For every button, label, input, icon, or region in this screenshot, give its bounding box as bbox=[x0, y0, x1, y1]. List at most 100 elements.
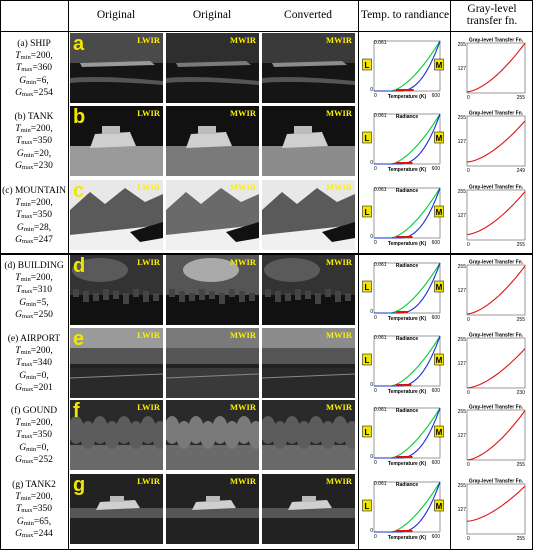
header-original-mwir: Original bbox=[192, 9, 232, 21]
transfer-ymid: 127 bbox=[458, 433, 467, 439]
transfer-curve bbox=[466, 191, 526, 236]
row-gmax: Gmax=247 bbox=[15, 235, 53, 245]
image-original-mwir: MWIR bbox=[166, 255, 259, 325]
mwir-tag: MWIR bbox=[326, 476, 352, 486]
transfer-fn-plot: Gray-level Transfer Fn. 255 127 0 255 bbox=[455, 182, 529, 248]
header-original-lwir: Original bbox=[96, 9, 136, 21]
radiance-title: Radiance bbox=[396, 336, 418, 342]
lwir-badge bbox=[362, 205, 372, 218]
row-gmax: Gmax=250 bbox=[15, 310, 53, 320]
row-tmin: Tmin=200, bbox=[15, 50, 53, 61]
transfer-ytop: 255 bbox=[458, 337, 467, 343]
column-divider bbox=[450, 0, 451, 550]
transfer-curve bbox=[466, 410, 526, 461]
row-name: (d) BUILDING bbox=[4, 261, 64, 271]
transfer-ytop: 255 bbox=[458, 483, 467, 489]
transfer-ytop: 255 bbox=[458, 115, 467, 121]
transfer-curve bbox=[466, 265, 526, 315]
radiance-plot: L M 0.061 0 0 600 Temperature (K) Radiance bbox=[362, 257, 444, 323]
radiance-ymin: 0 bbox=[370, 160, 373, 166]
lwir-tag: LWIR bbox=[137, 330, 160, 340]
column-divider bbox=[358, 0, 359, 550]
transfer-fn-plot: Gray-level Transfer Fn. 255 127 0 255 bbox=[455, 257, 529, 323]
group-divider bbox=[0, 253, 533, 255]
radiance-xlabel: Temperature (K) bbox=[388, 167, 427, 173]
lwir-tag: LWIR bbox=[137, 476, 160, 486]
lwir-tag: LWIR bbox=[137, 35, 160, 45]
radiance-title: Radiance bbox=[396, 408, 418, 414]
mwir-badge-text: M bbox=[436, 502, 443, 511]
radiance-xmin: 0 bbox=[374, 388, 377, 394]
radiance-xmin: 0 bbox=[374, 534, 377, 540]
image-original-mwir: MWIR bbox=[166, 328, 259, 398]
row-gmin: Gmin=0, bbox=[19, 370, 49, 381]
image-original-lwir: c LWIR bbox=[70, 180, 163, 250]
mwir-tag: MWIR bbox=[326, 257, 352, 267]
image-converted: MWIR bbox=[262, 33, 355, 103]
mwir-badge bbox=[434, 131, 444, 144]
mwir-badge bbox=[434, 353, 444, 366]
radiance-xmin: 0 bbox=[374, 460, 377, 466]
image-original-lwir: g LWIR bbox=[70, 474, 163, 544]
radiance-ymax: 0.061 bbox=[374, 113, 387, 119]
image-original-mwir: MWIR bbox=[166, 106, 259, 176]
image-original-mwir: MWIR bbox=[166, 180, 259, 250]
mwir-badge-text: M bbox=[436, 208, 443, 217]
lwir-badge bbox=[362, 58, 372, 71]
row-label: (e) AIRPORT Tmin=200, Tmax=340 Gmin=0, Gmax=… bbox=[2, 334, 66, 396]
mwir-tag: MWIR bbox=[326, 330, 352, 340]
lwir-tag: LWIR bbox=[137, 108, 160, 118]
transfer-title: Gray-level Transfer Fn. bbox=[469, 260, 524, 266]
lwir-badge bbox=[362, 280, 372, 293]
image-original-lwir: a LWIR bbox=[70, 33, 163, 103]
transfer-ytop: 255 bbox=[458, 409, 467, 415]
transfer-xmax: 249 bbox=[517, 168, 526, 174]
transfer-xmax: 230 bbox=[517, 390, 526, 396]
mwir-tag: MWIR bbox=[326, 108, 352, 118]
transfer-xmin: 0 bbox=[467, 95, 470, 101]
mwir-badge bbox=[434, 58, 444, 71]
lwir-badge bbox=[362, 499, 372, 512]
mwir-badge bbox=[434, 205, 444, 218]
radiance-xmax: 600 bbox=[432, 534, 441, 540]
mwir-badge-text: M bbox=[436, 283, 443, 292]
row-tmin: Tmin=200, bbox=[15, 197, 53, 208]
radiance-plot: L M 0.061 0 0 600 Temperature (K) Radiance bbox=[362, 108, 444, 174]
row-letter: g bbox=[73, 474, 86, 496]
image-converted: MWIR bbox=[262, 474, 355, 544]
transfer-xmax: 255 bbox=[517, 242, 526, 248]
header-transfer-fn: Gray-level transfer fn. bbox=[466, 3, 518, 27]
radiance-xmin: 0 bbox=[374, 240, 377, 246]
row-gmax: Gmax=244 bbox=[15, 529, 53, 539]
radiance-ymax: 0.061 bbox=[374, 262, 387, 268]
transfer-ymid: 127 bbox=[458, 66, 467, 72]
row-letter: f bbox=[73, 400, 80, 422]
row-name: (b) TANK bbox=[14, 112, 54, 122]
radiance-xmax: 600 bbox=[432, 460, 441, 466]
radiance-title: Radiance bbox=[396, 482, 418, 488]
radiance-ymin: 0 bbox=[370, 87, 373, 93]
mwir-tag: MWIR bbox=[230, 35, 256, 45]
image-converted: MWIR bbox=[262, 106, 355, 176]
table-left-border bbox=[0, 0, 1, 550]
mwir-badge bbox=[434, 499, 444, 512]
row-tmin: Tmin=200, bbox=[15, 272, 53, 283]
radiance-plot: L M 0.061 0 0 600 Temperature (K) Radiance bbox=[362, 182, 444, 248]
transfer-fn-plot: Gray-level Transfer Fn. 255 127 0 230 bbox=[455, 330, 529, 396]
row-gmin: Gmin=0, bbox=[19, 442, 49, 453]
image-converted: MWIR bbox=[262, 255, 355, 325]
mwir-tag: MWIR bbox=[326, 35, 352, 45]
row-label: (f) GOUND Tmin=200, Tmax=350 Gmin=0, Gmax=25… bbox=[2, 406, 66, 468]
radiance-title: Radiance bbox=[396, 114, 418, 120]
transfer-xmin: 0 bbox=[467, 168, 470, 174]
transfer-fn-plot: Gray-level Transfer Fn. 255 127 0 255 bbox=[455, 476, 529, 542]
row-name: (c) MOUNTAIN bbox=[2, 186, 66, 196]
lwir-tag: LWIR bbox=[137, 182, 160, 192]
row-tmin: Tmin=200, bbox=[15, 491, 53, 502]
transfer-fn-plot: Gray-level Transfer Fn. 255 127 0 249 bbox=[455, 108, 529, 174]
radiance-xlabel: Temperature (K) bbox=[388, 316, 427, 322]
radiance-xlabel: Temperature (K) bbox=[388, 535, 427, 541]
transfer-title: Gray-level Transfer Fn. bbox=[469, 38, 524, 44]
row-tmin: Tmin=200, bbox=[15, 123, 53, 134]
row-tmax: Tmax=350 bbox=[15, 210, 53, 220]
